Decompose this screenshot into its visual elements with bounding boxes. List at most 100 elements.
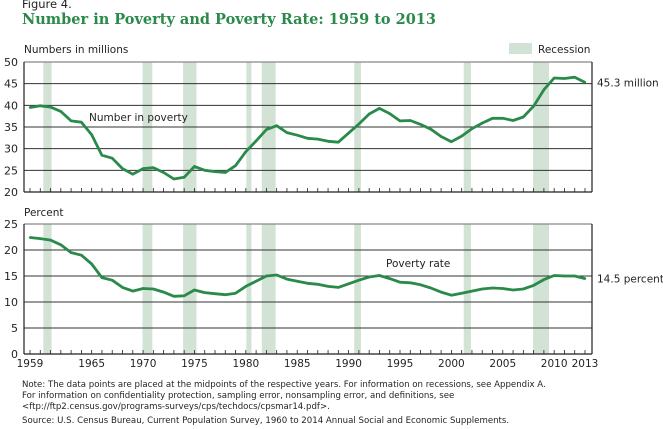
- data-point: [419, 283, 422, 287]
- data-point: [69, 251, 73, 254]
- data-point: [59, 243, 63, 246]
- data-point: [337, 286, 340, 289]
- data-point: [439, 290, 443, 294]
- recession-band: [246, 224, 252, 354]
- data-point: [121, 167, 124, 170]
- data-point: [573, 274, 576, 278]
- data-point: [111, 278, 114, 282]
- data-point: [522, 115, 525, 119]
- data-point: [583, 277, 587, 280]
- recession-band: [43, 224, 52, 354]
- data-point: [563, 274, 566, 278]
- figure-title: Number in Poverty and Poverty Rate: 1959…: [22, 11, 436, 28]
- data-point: [265, 128, 268, 131]
- data-point: [172, 295, 176, 298]
- x-tick-label: 1970: [130, 358, 157, 370]
- data-point: [141, 167, 145, 170]
- data-point: [552, 76, 556, 80]
- note-line-2: For information on confidentiality prote…: [22, 391, 455, 401]
- data-point: [491, 286, 494, 290]
- data-point: [203, 169, 206, 172]
- recession-band: [183, 224, 197, 354]
- data-point: [583, 81, 587, 84]
- data-point: [244, 150, 248, 153]
- data-point: [532, 105, 535, 108]
- data-point: [388, 277, 391, 280]
- recession-band: [354, 224, 361, 354]
- y-tick-label: 0: [11, 348, 18, 361]
- data-point: [285, 131, 289, 134]
- data-point: [378, 274, 381, 277]
- data-point: [111, 157, 114, 160]
- data-point: [49, 105, 52, 109]
- data-point: [275, 124, 278, 127]
- data-point: [49, 238, 52, 242]
- data-point: [152, 287, 155, 291]
- data-point: [316, 137, 319, 141]
- data-point: [213, 292, 217, 295]
- recession-band: [463, 224, 471, 354]
- y-tick-label: 20: [4, 244, 18, 257]
- y-tick-label: 25: [4, 218, 18, 231]
- data-point: [542, 88, 546, 91]
- data-point: [162, 171, 165, 174]
- data-line: [29, 236, 586, 298]
- x-tick-label: 1995: [387, 358, 414, 370]
- y-tick-label: 40: [4, 99, 18, 112]
- recession-legend-swatch: [509, 43, 532, 54]
- data-point: [481, 287, 484, 291]
- data-point: [501, 287, 504, 290]
- data-point: [460, 291, 463, 295]
- data-point: [182, 294, 186, 297]
- data-point: [285, 277, 289, 281]
- note-line-1: Note: The data points are placed at the …: [22, 380, 546, 390]
- data-point: [193, 165, 196, 168]
- data-point: [80, 121, 83, 124]
- data-point: [265, 274, 268, 278]
- data-point: [224, 293, 227, 296]
- data-point: [481, 121, 484, 125]
- data-point: [388, 112, 391, 115]
- data-point: [275, 273, 278, 277]
- recession-band: [261, 224, 276, 354]
- data-point: [552, 274, 556, 277]
- data-point: [573, 75, 576, 79]
- data-point: [131, 289, 134, 293]
- data-point: [532, 284, 535, 287]
- data-point: [162, 290, 165, 294]
- y-tick-label: 5: [11, 322, 18, 335]
- data-point: [296, 134, 299, 137]
- data-point: [254, 280, 258, 283]
- data-point: [213, 170, 217, 173]
- data-point: [542, 278, 546, 281]
- recession-legend-label: Recession: [538, 44, 590, 56]
- data-point: [326, 140, 330, 143]
- data-point: [511, 288, 515, 292]
- data-point: [470, 127, 474, 130]
- data-point: [100, 153, 104, 157]
- y-tick-label: 35: [4, 121, 18, 134]
- data-point: [419, 123, 422, 126]
- y-tick-label: 45: [4, 78, 18, 91]
- data-point: [563, 77, 566, 80]
- x-tick-label: 2000: [438, 358, 465, 370]
- data-point: [39, 104, 42, 107]
- data-point: [357, 278, 361, 282]
- data-point: [367, 275, 371, 279]
- data-point: [131, 173, 134, 176]
- x-tick-label: 1975: [181, 358, 208, 370]
- x-tick-label: 2013: [572, 358, 599, 370]
- data-point: [224, 171, 227, 174]
- data-point: [296, 280, 299, 283]
- data-point: [429, 286, 433, 290]
- data-point: [429, 127, 433, 131]
- data-point: [121, 286, 124, 289]
- number-in-poverty-chart: 20 25 30 35 40 45 50 Numbers in millions 45.3 mi…: [4, 44, 659, 199]
- x-tick-label: 2010: [541, 358, 568, 370]
- data-point: [100, 276, 104, 279]
- data-point: [511, 119, 515, 122]
- data-point: [501, 117, 504, 120]
- data-point: [244, 285, 248, 288]
- data-point: [357, 122, 361, 126]
